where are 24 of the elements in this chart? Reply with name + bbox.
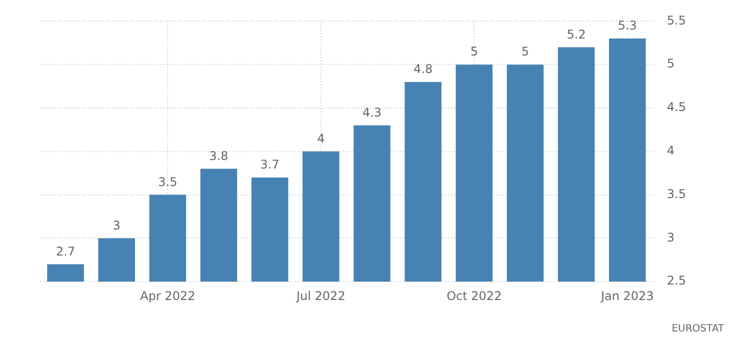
data-label: 5.3 (618, 18, 637, 33)
y-tick-label: 5.5 (666, 13, 686, 28)
data-label: 3.8 (209, 148, 228, 163)
data-label: 5.2 (566, 27, 586, 42)
data-label: 3.7 (260, 158, 280, 172)
text: EUROSTAT (672, 324, 725, 335)
data-label: 4.8 (414, 62, 433, 76)
x-tick-label: Jul 2022 (296, 288, 346, 303)
data-label: 3 (112, 218, 120, 232)
y-tick-label: 5 (666, 56, 675, 71)
y-tick-label: 2.5 (666, 274, 686, 288)
data-label: 4 (317, 132, 325, 146)
data-label: 4.3 (362, 105, 382, 120)
x-tick-label: Jan 2023 (600, 288, 654, 303)
y-tick-label: 3.5 (666, 186, 686, 201)
x-tick-label: Apr 2022 (140, 288, 196, 303)
y-tick-label: 4.5 (666, 100, 686, 114)
y-tick-label: 3 (666, 230, 675, 244)
y-tick-label: 4 (666, 144, 675, 158)
data-label: 3.5 (158, 174, 178, 189)
data-label: 5 (470, 44, 478, 59)
data-label: 5 (521, 44, 530, 59)
x-tick-label: Oct 2022 (446, 288, 502, 303)
data-label: 2.7 (56, 244, 76, 258)
